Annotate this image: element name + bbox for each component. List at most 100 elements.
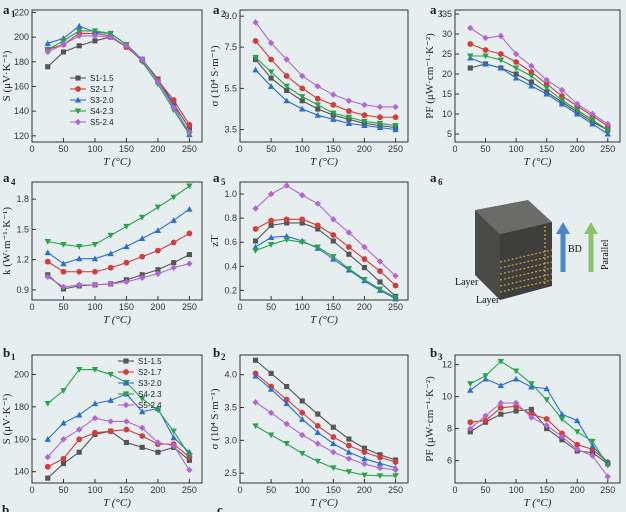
data-point-S5-2.4 <box>91 414 99 422</box>
data-point-S5-2.4 <box>138 56 146 63</box>
data-point-S4-2.3 <box>283 237 290 243</box>
data-point-S1-1.5 <box>315 106 321 112</box>
data-point-S4-2.3 <box>330 110 337 117</box>
x-tick-label: 50 <box>266 144 276 154</box>
series-line-S1-1.5 <box>255 359 396 461</box>
data-point-S4-2.3 <box>154 204 162 211</box>
data-point-S5-2.4 <box>283 56 290 63</box>
y-tick-label: 200 <box>14 369 29 379</box>
data-point-S2-1.7 <box>123 426 130 433</box>
panel-sublabel-a3: 3 <box>438 9 443 19</box>
data-point-S2-1.7 <box>92 429 98 436</box>
data-point-S5-2.4 <box>361 460 368 468</box>
data-point-S5-2.4 <box>543 76 550 84</box>
plot-frame-a4 <box>31 181 203 301</box>
data-point-S4-2.3 <box>314 102 321 109</box>
data-point-S4-2.3 <box>267 69 275 76</box>
chart-a4: a 4 0 50 100 150 200 250 0.9 1.2 1.5 1.8 T (°C) k (W·… <box>1 170 203 326</box>
data-point-S3-2.0 <box>574 110 581 117</box>
layer-label-2: Layer <box>476 295 500 306</box>
data-point-S3-2.0 <box>299 416 306 422</box>
y-tick-label: 4.0 <box>224 370 237 380</box>
series-line-S4-2.3 <box>47 185 190 248</box>
x-tick-label: 150 <box>539 485 554 495</box>
data-point-S5-2.4 <box>252 399 259 406</box>
data-point-S2-1.7 <box>170 97 177 103</box>
data-point-S3-2.0 <box>123 243 130 250</box>
legend-entry: S5-2.4 <box>90 118 114 127</box>
x-tick-label: 50 <box>266 302 276 312</box>
x-tick-label: 250 <box>388 144 403 154</box>
series-line-S3-2.0 <box>470 57 609 135</box>
data-point-S5-2.4 <box>123 418 130 425</box>
data-point-S3-2.0 <box>558 411 566 417</box>
data-point-S4-2.3 <box>123 223 130 230</box>
data-point-S3-2.0 <box>76 255 83 262</box>
data-point-S4-2.3 <box>330 465 337 472</box>
data-point-S4-2.3 <box>252 248 259 254</box>
data-point-S1-1.5 <box>361 445 368 451</box>
data-point-S2-1.7 <box>482 47 489 53</box>
data-point-S4-2.3 <box>76 28 83 35</box>
data-point-S1-1.5 <box>268 75 274 81</box>
data-point-S4-2.3 <box>345 266 353 272</box>
data-point-S4-2.3 <box>299 450 306 457</box>
series-line-S2-1.7 <box>47 232 190 273</box>
x-tick-label: 100 <box>87 302 102 312</box>
data-point-S5-2.4 <box>392 272 399 280</box>
data-point-S4-2.3 <box>604 127 611 134</box>
data-point-S3-2.0 <box>376 124 384 131</box>
series-line-S3-2.0 <box>47 208 190 265</box>
data-point-S4-2.3 <box>376 473 384 479</box>
data-point-S4-2.3 <box>314 458 321 465</box>
data-point-S5-2.4 <box>482 412 489 419</box>
data-point-S2-1.7 <box>330 232 337 238</box>
y-tick-label: 8 <box>447 424 452 434</box>
legend-entry: S4-2.3 <box>90 107 114 116</box>
y-tick-label: 140 <box>14 106 29 116</box>
data-point-S5-2.4 <box>107 280 114 288</box>
y-tick-label: 220 <box>14 7 29 17</box>
data-point-S5-2.4 <box>154 439 162 446</box>
data-point-S4-2.3 <box>91 367 99 373</box>
x-tick-label: 150 <box>326 144 341 154</box>
data-point-S2-1.7 <box>92 268 98 275</box>
data-point-S4-2.3 <box>60 388 67 394</box>
data-point-S3-2.0 <box>138 235 146 242</box>
y-tick-label: 5.5 <box>224 83 237 93</box>
data-point-S5-2.4 <box>558 86 566 94</box>
series-line-S4-2.3 <box>47 369 190 456</box>
chart-a2: a 2 0 50 100 150 200 250 3.5 5.5 7.5 9.0 T (°C) σ (10… <box>209 2 409 168</box>
series-line-S1-1.5 <box>255 222 396 297</box>
series-line-S3-2.0 <box>47 393 190 453</box>
data-point-S4-2.3 <box>299 239 306 246</box>
data-point-S5-2.4 <box>267 409 275 416</box>
data-point-S1-1.5 <box>45 475 51 481</box>
x-tick-label: 0 <box>29 144 34 154</box>
data-point-S1-1.5 <box>284 220 290 226</box>
y-tick-label: 9.0 <box>224 11 237 21</box>
data-point-S1-1.5 <box>268 370 274 376</box>
data-point-S2-1.7 <box>123 259 130 266</box>
data-point-S5-2.4 <box>44 273 51 281</box>
data-point-S4-2.3 <box>528 381 535 387</box>
data-point-S1-1.5 <box>155 449 161 455</box>
data-point-S4-2.3 <box>589 438 596 445</box>
chart-a1: a 1 0 50 100 150 200 250 120 140 160 180 200 220 T (°C… <box>1 2 203 168</box>
legend-marker <box>74 96 82 103</box>
data-point-S3-2.0 <box>558 100 566 107</box>
series-line-S2-1.7 <box>255 372 396 463</box>
data-point-S4-2.3 <box>138 214 146 221</box>
panel-sublabel-b2: 2 <box>221 352 226 362</box>
data-point-S2-1.7 <box>361 256 368 262</box>
data-point-S5-2.4 <box>361 101 368 109</box>
data-point-S5-2.4 <box>574 100 581 108</box>
data-point-S2-1.7 <box>268 56 274 63</box>
x-tick-label: 0 <box>452 485 457 495</box>
data-point-S5-2.4 <box>60 436 67 443</box>
data-point-S4-2.3 <box>186 452 193 459</box>
data-point-S4-2.3 <box>314 244 321 251</box>
x-tick-label: 150 <box>326 302 341 312</box>
data-point-S4-2.3 <box>345 469 353 476</box>
